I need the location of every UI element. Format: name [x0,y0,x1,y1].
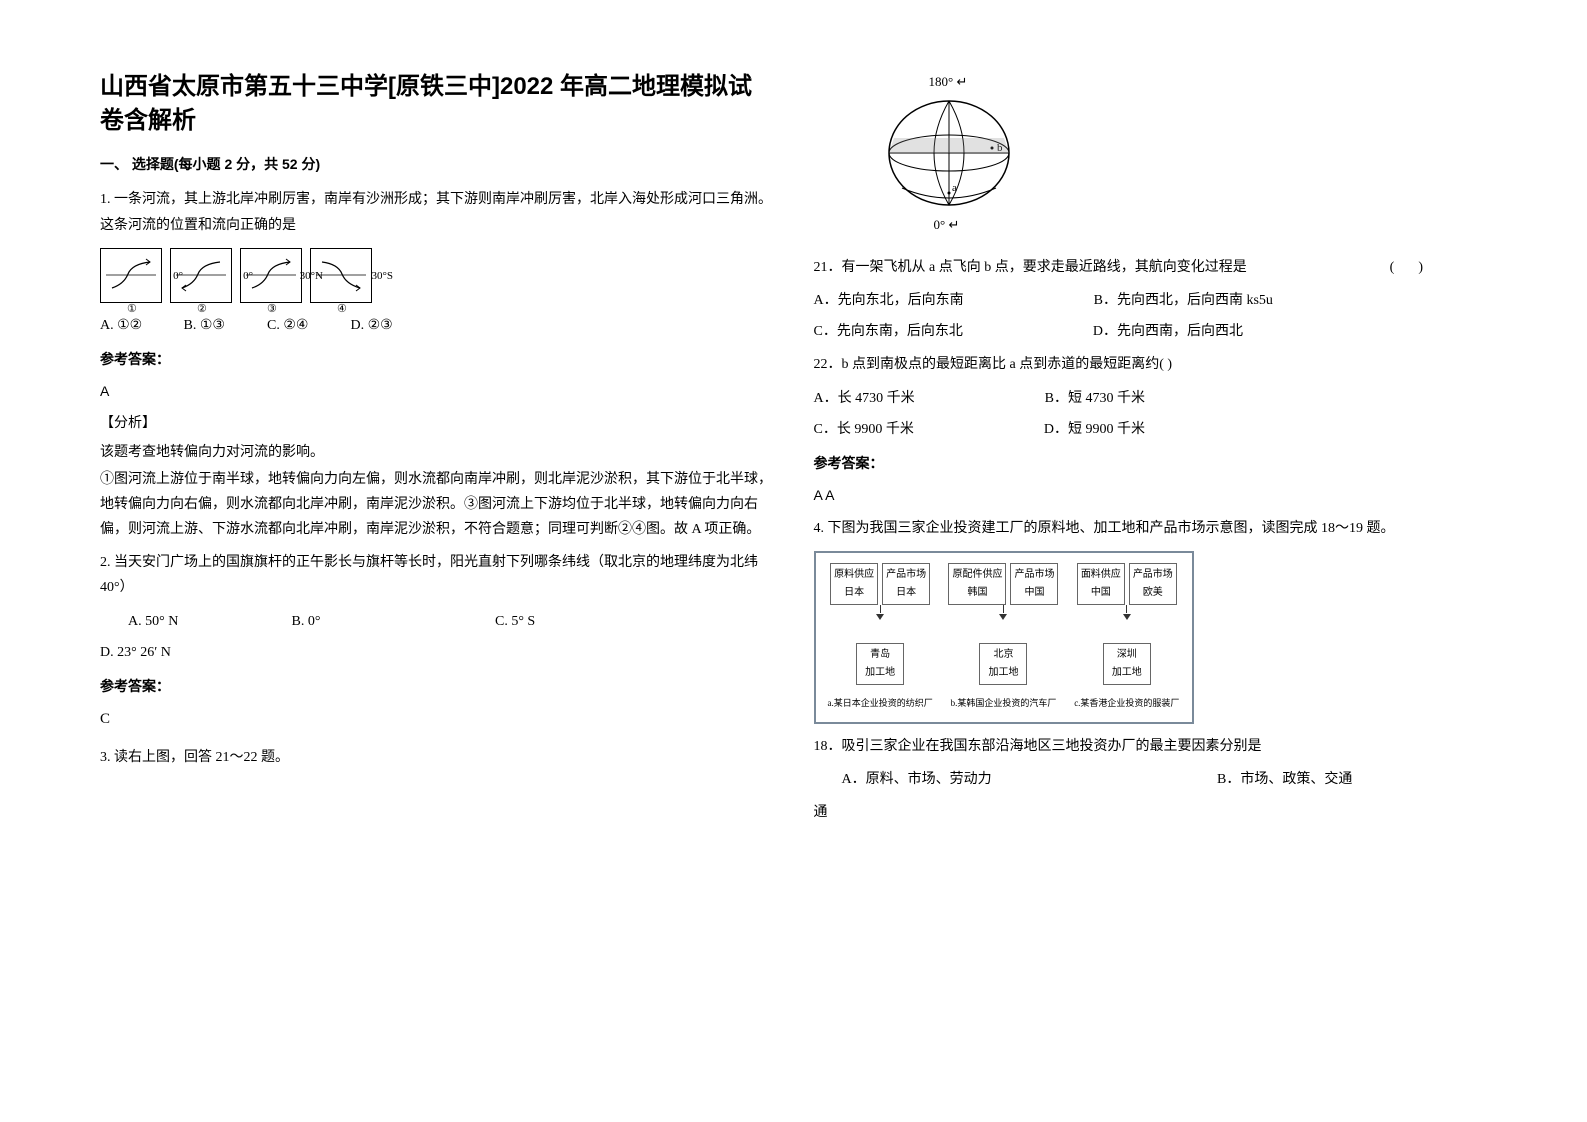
flow-mid: 北京加工地 [979,643,1027,685]
paren-blank: () [1390,255,1447,280]
option-a: A. ①② [100,313,180,338]
flow-box: 产品市场欧美 [1129,563,1177,605]
river-box-2: 0° ② [170,248,232,303]
option-c: C．先向东南，后向东北 [814,319,963,344]
globe-icon: b a [874,93,1024,213]
option-d: D. 23° 26′ N [100,640,171,665]
flow-box: 面料供应中国 [1077,563,1125,605]
flow-col-c: 面料供应中国 产品市场欧美 深圳加工地 c.某香港企业投资的服装厂 [1068,563,1185,711]
flow-mid: 深圳加工地 [1103,643,1151,685]
river-curve-icon [106,256,156,294]
q2-answer: C [100,706,774,733]
fig-number: ② [197,300,207,320]
answer-label: 参考答案： [100,348,774,373]
section-heading: 一、 选择题(每小题 2 分，共 52 分) [100,152,774,177]
q2-options-row1: A. 50° N B. 0° C. 5° S [100,609,774,634]
q3-stem: 3. 读右上图，回答 21～22 题。 [100,745,774,770]
flow-mid: 青岛加工地 [856,643,904,685]
option-c: C. 5° S [495,609,535,634]
q2-options-row2: D. 23° 26′ N [100,640,774,665]
option-a: A. 50° N [128,609,288,634]
flow-box: 原配件供应韩国 [948,563,1006,605]
sub22-row2: C．长 9900 千米 D．短 9900 千米 [814,417,1488,442]
page-title: 山西省太原市第五十三中学[原铁三中]2022 年高二地理模拟试卷含解析 [100,70,774,137]
svg-text:a: a [952,182,957,194]
sub22-row1: A．长 4730 千米 B．短 4730 千米 [814,386,1488,411]
right-column: 180° ↵ b a 0° ↵ 21．有一架飞机从 a 点飞向 b 点，要求走最… [814,70,1488,833]
q2-stem: 2. 当天安门广场上的国旗旗杆的正午影长与旗杆等长时，阳光直射下列哪条纬线（取北… [100,550,774,600]
flow-label: b.某韩国企业投资的汽车厂 [945,695,1062,711]
q3-sub22: 22．b 点到南极点的最短距离比 a 点到赤道的最短距离约( ) [814,352,1488,377]
option-b: B．先向西北，后向西南 ks5u [1094,288,1273,313]
option-d: D. ②③ [351,313,431,338]
flow-col-b: 原配件供应韩国 产品市场中国 北京加工地 b.某韩国企业投资的汽车厂 [945,563,1062,711]
option-d: D．短 9900 千米 [1044,417,1145,442]
flow-box: 产品市场日本 [882,563,930,605]
q4-sub18-cont: 通 [814,800,1488,825]
option-b: B. ①③ [184,313,264,338]
q4-sub18: 18．吸引三家企业在我国东部沿海地区三地投资办厂的最主要因素分别是 [814,734,1488,759]
option-a: A．先向东北，后向东南 [814,288,964,313]
fig-number: ③ [267,300,277,320]
option-b: B．短 4730 千米 [1045,386,1145,411]
q4-flowchart: 原料供应日本 产品市场日本 青岛加工地 a.某日本企业投资的纺织厂 原配件供应韩… [814,551,1194,723]
analysis-body: ①图河流上游位于南半球，地转偏向力向左偏，则水流都向南岸冲刷，则北岸泥沙淤积，其… [100,467,774,543]
lat-label: 30°S [371,267,393,287]
sub21-row1: A．先向东北，后向东南 B．先向西北，后向西南 ks5u [814,288,1488,313]
option-a: A．长 4730 千米 [814,386,915,411]
river-box-4: 30°S ④ [310,248,372,303]
option-c: C. ②④ [267,313,347,338]
flow-box: 产品市场中国 [1010,563,1058,605]
option-c: C．长 9900 千米 [814,417,914,442]
answer-label: 参考答案： [100,675,774,700]
q1-answer: A [100,379,774,404]
option-d: D．先向西南，后向西北 [1093,319,1243,344]
q4-stem: 4. 下图为我国三家企业投资建工厂的原料地、加工地和产品市场示意图，读图完成 1… [814,516,1488,541]
q4-sub18-opts: A．原料、市场、劳动力 B．市场、政策、交通 [814,767,1488,792]
river-curve-icon [316,256,366,294]
q1-figure: 0° ① 0° ② 30°N ③ 30°S ④ [100,248,774,303]
globe-bottom-label: 0° ↵ [874,213,1488,236]
flow-col-a: 原料供应日本 产品市场日本 青岛加工地 a.某日本企业投资的纺织厂 [822,563,939,711]
q1-stem: 1. 一条河流，其上游北岸冲刷厉害，南岸有沙洲形成；其下游则南岸冲刷厉害，北岸入… [100,187,774,237]
answer-label: 参考答案： [814,452,1488,477]
globe-top-label: 180° ↵ [874,70,1488,93]
fig-number: ① [127,300,137,320]
option-b: B. 0° [292,609,492,634]
option-b: B．市场、政策、交通 [1217,767,1352,792]
river-curve-icon [176,256,226,294]
river-box-3: 30°N ③ [240,248,302,303]
flow-label: a.某日本企业投资的纺织厂 [822,695,939,711]
left-column: 山西省太原市第五十三中学[原铁三中]2022 年高二地理模拟试卷含解析 一、 选… [100,70,774,833]
q3-answer: A A [814,483,1488,508]
fig-number: ④ [337,300,347,320]
river-curve-icon [246,256,296,294]
globe-figure: 180° ↵ b a 0° ↵ [814,70,1488,237]
flow-box: 原料供应日本 [830,563,878,605]
analysis-label: 【分析】 [100,410,774,435]
river-box-1: 0° ① [100,248,162,303]
q3-sub21: 21．有一架飞机从 a 点飞向 b 点，要求走最近路线，其航向变化过程是 () [814,255,1488,280]
option-a: A．原料、市场、劳动力 [814,767,1214,792]
analysis-intro: 该题考查地转偏向力对河流的影响。 [100,440,774,465]
sub21-row2: C．先向东南，后向东北 D．先向西南，后向西北 [814,319,1488,344]
flow-label: c.某香港企业投资的服装厂 [1068,695,1185,711]
